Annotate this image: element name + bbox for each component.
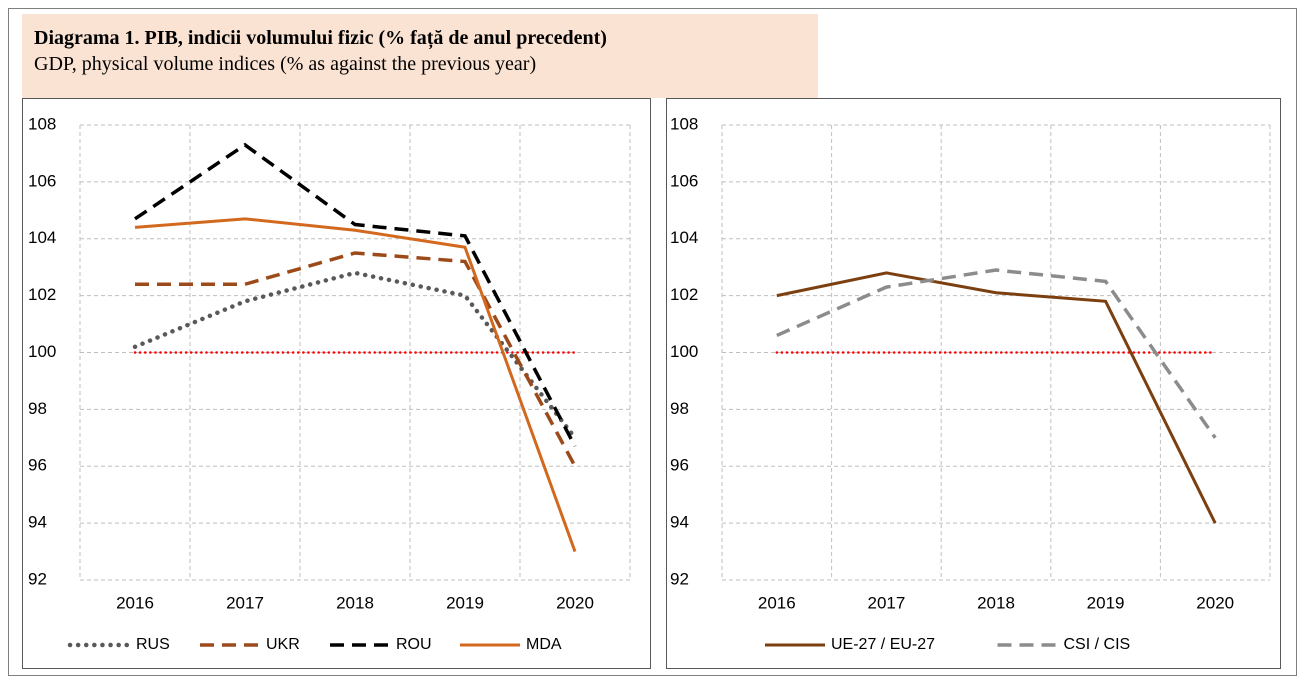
- x-tick-label: 2019: [446, 593, 484, 612]
- y-tick-label: 100: [28, 342, 56, 361]
- header-title: Diagrama 1. PIB, indicii volumului fizic…: [34, 27, 607, 50]
- y-tick-label: 100: [670, 342, 698, 361]
- legend-label: ROU: [396, 636, 432, 653]
- x-tick-label: 2020: [556, 593, 594, 612]
- header-subtitle: GDP, physical volume indices (% as again…: [34, 53, 536, 75]
- x-tick-label: 2018: [336, 593, 374, 612]
- y-tick-label: 96: [28, 456, 47, 475]
- outer-frame: [8, 8, 1297, 676]
- x-tick-label: 2016: [758, 593, 796, 612]
- panel-frame: [666, 98, 1281, 669]
- series-line: [134, 217, 577, 553]
- series-line: [132, 270, 578, 441]
- x-tick-label: 2017: [226, 593, 264, 612]
- y-tick-label: 108: [670, 114, 698, 133]
- y-tick-label: 104: [28, 228, 56, 247]
- y-tick-label: 92: [670, 569, 689, 588]
- legend-label: RUS: [136, 636, 170, 653]
- y-tick-label: 92: [28, 569, 47, 588]
- x-tick-label: 2019: [1087, 593, 1125, 612]
- y-tick-label: 108: [28, 114, 56, 133]
- y-tick-label: 106: [28, 171, 56, 190]
- legend-label: UKR: [266, 636, 300, 653]
- x-tick-label: 2016: [116, 593, 154, 612]
- y-tick-label: 94: [670, 513, 689, 532]
- panel-frame: [22, 98, 651, 669]
- legend-label: CSI / CIS: [1064, 636, 1131, 653]
- y-tick-label: 102: [670, 285, 698, 304]
- series-line: [134, 142, 577, 448]
- y-tick-label: 102: [28, 285, 56, 304]
- y-tick-label: 94: [28, 513, 47, 532]
- legend-label: UE-27 / EU-27: [831, 636, 935, 653]
- x-tick-label: 2018: [977, 593, 1015, 612]
- x-tick-label: 2017: [867, 593, 905, 612]
- series-line: [776, 271, 1217, 524]
- y-tick-label: 98: [28, 399, 47, 418]
- series-line: [135, 251, 577, 468]
- series-line: [776, 268, 1217, 439]
- legend-label: MDA: [526, 636, 562, 653]
- y-tick-label: 96: [670, 456, 689, 475]
- y-tick-label: 106: [670, 171, 698, 190]
- y-tick-label: 98: [670, 399, 689, 418]
- y-tick-label: 104: [670, 228, 698, 247]
- x-tick-label: 2020: [1196, 593, 1234, 612]
- header-box: [22, 14, 818, 98]
